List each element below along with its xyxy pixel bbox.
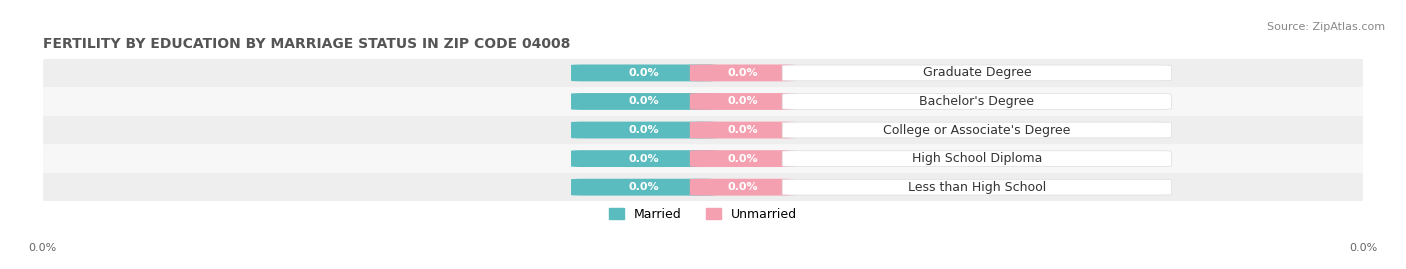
Text: 0.0%: 0.0%	[628, 182, 659, 192]
FancyBboxPatch shape	[44, 144, 1362, 173]
FancyBboxPatch shape	[571, 65, 716, 81]
Text: 0.0%: 0.0%	[628, 125, 659, 135]
Text: Source: ZipAtlas.com: Source: ZipAtlas.com	[1267, 22, 1385, 31]
Text: Bachelor's Degree: Bachelor's Degree	[920, 95, 1035, 108]
Text: 0.0%: 0.0%	[727, 125, 758, 135]
FancyBboxPatch shape	[571, 179, 716, 196]
FancyBboxPatch shape	[44, 59, 1362, 87]
FancyBboxPatch shape	[690, 150, 796, 167]
FancyBboxPatch shape	[782, 65, 1171, 81]
Text: 0.0%: 0.0%	[628, 154, 659, 164]
Legend: Married, Unmarried: Married, Unmarried	[609, 208, 797, 221]
FancyBboxPatch shape	[690, 179, 796, 196]
FancyBboxPatch shape	[690, 93, 796, 110]
FancyBboxPatch shape	[782, 179, 1171, 195]
FancyBboxPatch shape	[571, 93, 716, 110]
FancyBboxPatch shape	[782, 151, 1171, 167]
Text: FERTILITY BY EDUCATION BY MARRIAGE STATUS IN ZIP CODE 04008: FERTILITY BY EDUCATION BY MARRIAGE STATU…	[44, 37, 571, 51]
Text: Less than High School: Less than High School	[908, 181, 1046, 194]
Text: 0.0%: 0.0%	[727, 154, 758, 164]
FancyBboxPatch shape	[690, 65, 796, 81]
FancyBboxPatch shape	[690, 122, 796, 139]
FancyBboxPatch shape	[44, 173, 1362, 201]
Text: 0.0%: 0.0%	[727, 97, 758, 107]
Text: 0.0%: 0.0%	[727, 68, 758, 78]
FancyBboxPatch shape	[571, 150, 716, 167]
Text: 0.0%: 0.0%	[628, 97, 659, 107]
Text: 0.0%: 0.0%	[28, 243, 56, 253]
FancyBboxPatch shape	[782, 122, 1171, 138]
FancyBboxPatch shape	[782, 94, 1171, 109]
FancyBboxPatch shape	[44, 116, 1362, 144]
FancyBboxPatch shape	[44, 87, 1362, 116]
Text: Graduate Degree: Graduate Degree	[922, 66, 1031, 79]
Text: 0.0%: 0.0%	[727, 182, 758, 192]
Text: 0.0%: 0.0%	[1350, 243, 1378, 253]
Text: College or Associate's Degree: College or Associate's Degree	[883, 123, 1070, 137]
Text: High School Diploma: High School Diploma	[911, 152, 1042, 165]
Text: 0.0%: 0.0%	[628, 68, 659, 78]
FancyBboxPatch shape	[571, 122, 716, 139]
